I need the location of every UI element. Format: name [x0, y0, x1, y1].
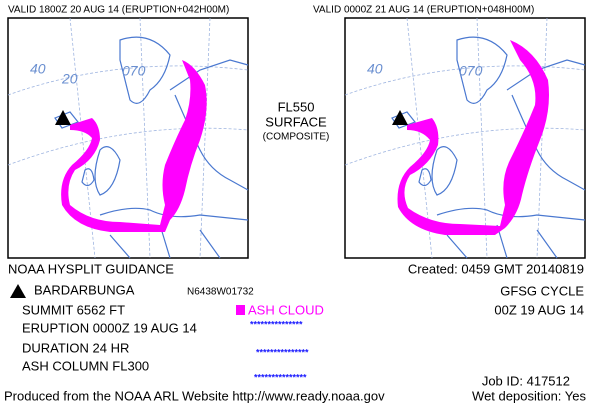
valid-time: VALID 1800Z 20 AUG 14 (ERUPTION+042H00M)	[8, 5, 229, 16]
legend-swatch	[236, 305, 245, 315]
grid-label: 40	[30, 61, 46, 77]
produced: Produced from the NOAA ARL Website http:…	[4, 388, 385, 403]
grid-label: 20	[61, 71, 78, 87]
volcano: BARDARBUNGA	[34, 282, 135, 297]
grid-label: 070	[459, 63, 483, 79]
created: Created: 0459 GMT 20140819	[408, 261, 584, 276]
grid-label: 40	[367, 61, 383, 77]
title: NOAA HYSPLIT GUIDANCE	[8, 261, 174, 276]
level: FL550	[278, 99, 315, 114]
volcano-marker	[10, 284, 26, 298]
legend-label: ASH CLOUD	[248, 302, 324, 317]
wet-deposition: Wet deposition: Yes	[472, 388, 586, 403]
stars: ***************	[256, 347, 309, 357]
valid-time: VALID 0000Z 21 AUG 14 (ERUPTION+048H00M)	[313, 5, 534, 16]
stars: ***************	[250, 319, 303, 329]
map	[7, 17, 249, 259]
duration: DURATION 24 HR	[22, 340, 129, 355]
base: SURFACE	[265, 114, 327, 129]
summit: SUMMIT 6562 FT	[22, 302, 125, 317]
column: ASH COLUMN FL300	[22, 358, 149, 373]
cycle: GFSG CYCLE	[500, 283, 584, 298]
eruption: ERUPTION 0000Z 19 AUG 14	[22, 320, 197, 335]
grid-label: 070	[122, 63, 146, 79]
mode: (COMPOSITE)	[263, 132, 330, 143]
map	[344, 17, 586, 259]
cycle-time: 00Z 19 AUG 14	[494, 302, 584, 317]
stars: ***************	[254, 372, 307, 382]
job-id: Job ID: 417512	[482, 373, 570, 388]
location: N6438W01732	[187, 287, 254, 298]
